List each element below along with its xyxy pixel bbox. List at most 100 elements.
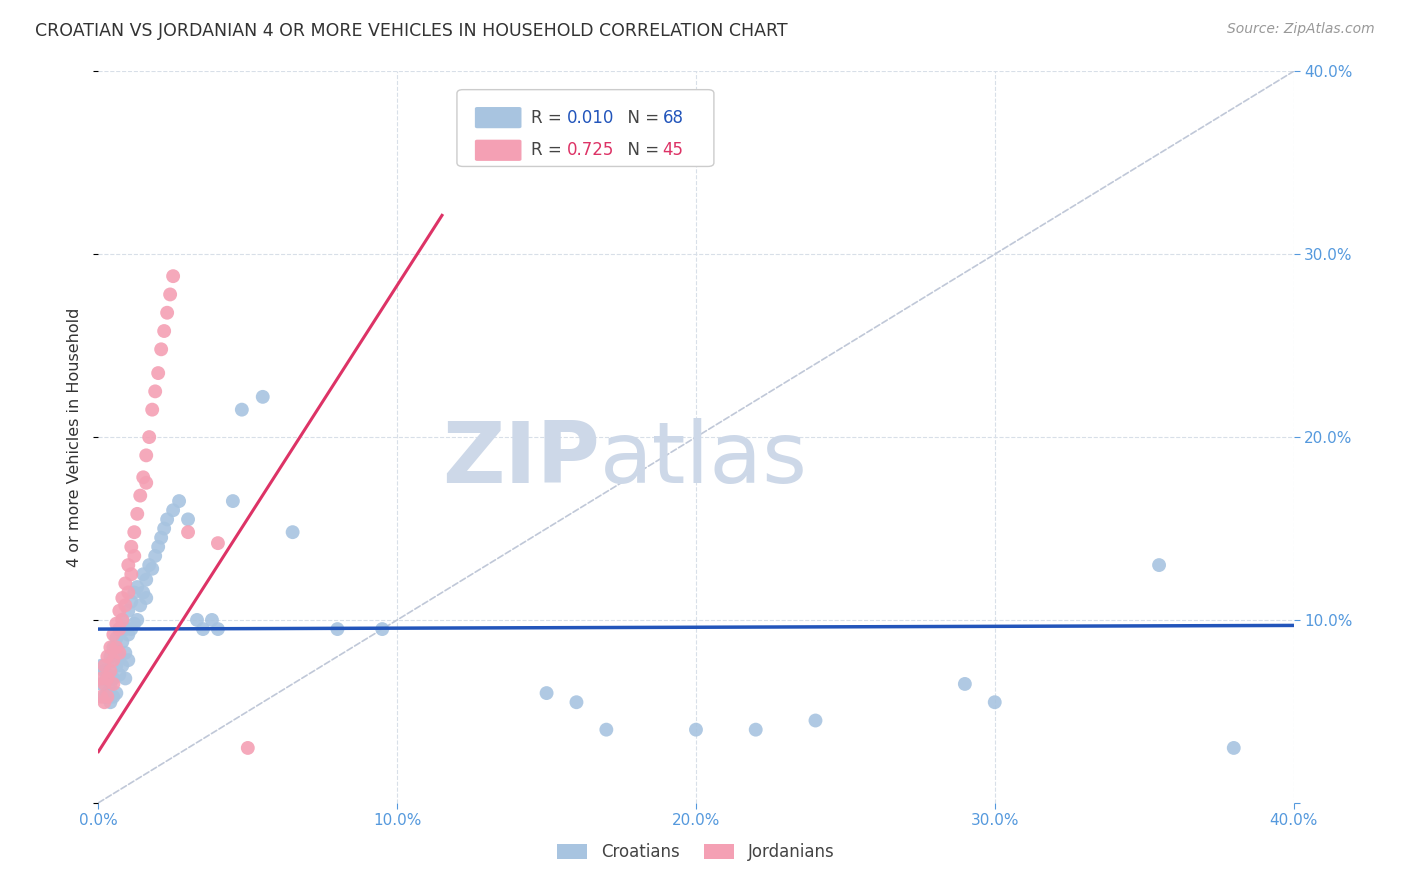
Point [804,714,827,728]
Point [745,723,768,737]
Text: Source: ZipAtlas.com: Source: ZipAtlas.com [1227,22,1375,37]
Text: 0.010: 0.010 [567,109,614,127]
Point [98,677,122,691]
Point [141,402,163,417]
Point [565,695,588,709]
Point [124,616,146,631]
Point [117,558,139,573]
Point [132,470,155,484]
Point [108,646,131,660]
Point [201,613,224,627]
Point [111,635,134,649]
FancyBboxPatch shape [457,90,714,167]
Point [984,695,1007,709]
Point [93,690,115,704]
Y-axis label: 4 or more Vehicles in Household: 4 or more Vehicles in Household [67,308,83,566]
Text: N =: N = [617,141,665,160]
Point [111,591,134,605]
Point [114,622,136,636]
Point [120,594,142,608]
Point [93,658,115,673]
Point [114,576,136,591]
Legend: Croatians, Jordanians: Croatians, Jordanians [551,837,841,868]
Point [135,448,157,462]
Point [127,507,149,521]
Point [103,640,125,655]
Point [685,723,707,737]
Point [93,664,115,678]
Point [129,489,152,503]
Point [326,622,349,636]
FancyBboxPatch shape [475,140,522,161]
Text: ZIP: ZIP [443,417,600,500]
Point [98,649,122,664]
Point [98,695,122,709]
Text: atlas: atlas [600,417,808,500]
Point [138,558,160,573]
Text: 68: 68 [662,109,683,127]
Point [124,549,146,563]
Point [96,672,118,686]
Point [98,640,122,655]
Point [96,667,118,681]
Text: R =: R = [531,109,567,127]
Point [536,686,558,700]
Point [129,599,152,613]
Point [1147,558,1170,573]
Point [153,521,176,535]
Point [150,531,173,545]
Point [103,653,125,667]
Point [114,646,136,660]
Point [105,686,128,700]
Point [103,677,125,691]
Point [252,390,274,404]
Point [177,525,200,540]
Point [231,402,253,417]
Point [162,269,184,284]
Point [120,622,142,636]
Point [105,632,128,646]
Point [148,366,170,380]
Point [90,658,112,673]
Point [159,287,181,301]
Point [186,613,208,627]
Point [96,649,118,664]
Point [90,672,112,686]
Point [103,690,125,704]
Point [108,604,131,618]
Point [371,622,394,636]
Point [90,690,112,704]
Point [96,686,118,700]
Point [108,649,131,664]
Text: CROATIAN VS JORDANIAN 4 OR MORE VEHICLES IN HOUSEHOLD CORRELATION CHART: CROATIAN VS JORDANIAN 4 OR MORE VEHICLES… [35,22,787,40]
Point [111,658,134,673]
Point [207,536,229,550]
FancyBboxPatch shape [475,107,522,128]
Text: 45: 45 [662,141,683,160]
Point [114,672,136,686]
Point [150,343,173,357]
Point [595,723,617,737]
Point [236,740,259,755]
Point [124,585,146,599]
Point [207,622,229,636]
Point [143,549,166,563]
Point [135,573,157,587]
Point [1223,740,1246,755]
Point [124,525,146,540]
Point [114,599,136,613]
Point [281,525,304,540]
Point [108,622,131,636]
Point [105,616,128,631]
Text: R =: R = [531,141,567,160]
Point [117,604,139,618]
Point [156,306,179,320]
Point [132,585,155,599]
Point [222,494,245,508]
Point [135,591,157,605]
Point [120,540,142,554]
Point [191,622,214,636]
Point [111,613,134,627]
Point [96,690,118,704]
Point [108,667,131,681]
